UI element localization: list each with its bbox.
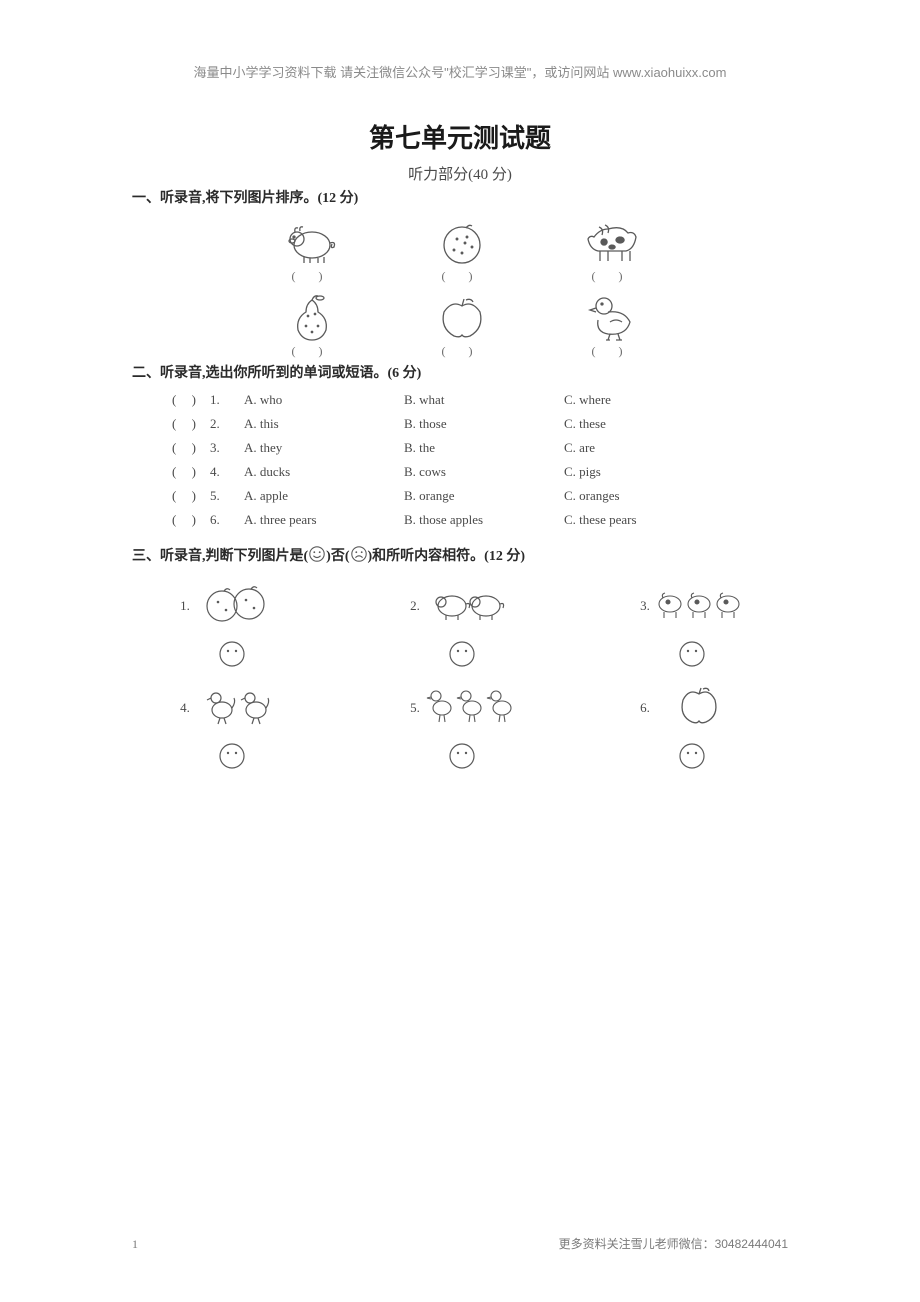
section-3: 三、听录音,判断下列图片是( )否( )和所听内容相符。(12 分) 1. 2. 3. 4… <box>132 545 812 776</box>
item-number: 3. <box>640 598 650 614</box>
answer-paren: ( ) <box>132 392 210 408</box>
option-a: A. who <box>244 392 404 408</box>
answer-paren: ( ) <box>132 488 210 504</box>
question-row: ( )1.A. whoB. whatC. where <box>132 392 792 408</box>
question-row: ( )4.A. ducksB. cowsC. pigs <box>132 464 792 480</box>
answer-face-icon <box>677 639 707 674</box>
option-c: C. oranges <box>564 488 724 504</box>
option-a: A. they <box>244 440 404 456</box>
blank-paren: ( ) <box>442 344 483 359</box>
s3-item: 2. <box>392 582 532 674</box>
question-number: 6. <box>210 512 244 528</box>
blank-paren: ( ) <box>292 344 333 359</box>
section-3-heading: 三、听录音,判断下列图片是( )否( )和所听内容相符。(12 分) <box>132 545 812 568</box>
answer-face-icon <box>217 639 247 674</box>
oranges-2-icon <box>194 582 284 629</box>
question-row: ( )3.A. theyB. theC. are <box>132 440 792 456</box>
img-cell-pig: ( ) <box>282 217 342 284</box>
question-row: ( )2.A. thisB. thoseC. these <box>132 416 792 432</box>
img-cell-apple: ( ) <box>432 292 492 359</box>
img-cell-cow: ( ) <box>582 217 642 284</box>
question-number: 1. <box>210 392 244 408</box>
s3-item: 5. <box>392 684 532 776</box>
chickens-2-icon <box>194 684 284 731</box>
s3-item: 4. <box>162 684 302 776</box>
option-b: B. the <box>404 440 564 456</box>
smile-face-icon <box>308 545 326 568</box>
answer-face-icon <box>447 741 477 776</box>
item-number: 5. <box>410 700 420 716</box>
section-2: 二、听录音,选出你所听到的单词或短语。(6 分) ( )1.A. whoB. w… <box>132 362 792 528</box>
section-2-heading: 二、听录音,选出你所听到的单词或短语。(6 分) <box>132 362 792 382</box>
answer-face-icon <box>447 639 477 674</box>
option-c: C. where <box>564 392 724 408</box>
cow-icon <box>582 217 642 267</box>
section-1: 一、听录音,将下列图片排序。(12 分) ( ) ( ) ( ) ( ) ( )… <box>132 187 792 359</box>
blank-paren: ( ) <box>592 344 633 359</box>
img-cell-duck: ( ) <box>582 292 642 359</box>
option-c: C. pigs <box>564 464 724 480</box>
img-cell-orange: ( ) <box>432 217 492 284</box>
option-c: C. are <box>564 440 724 456</box>
question-number: 4. <box>210 464 244 480</box>
option-a: A. three pears <box>244 512 404 528</box>
subtitle: 听力部分(40 分) <box>0 163 920 184</box>
section-1-row-2: ( ) ( ) ( ) <box>132 292 792 359</box>
s3-heading-post: )和所听内容相符。(12 分) <box>368 549 526 564</box>
blank-paren: ( ) <box>292 269 333 284</box>
section-3-grid: 1. 2. 3. 4. 5. 6. <box>162 582 812 776</box>
footer-note: 更多资料关注雪儿老师微信：30482444041 <box>559 1235 788 1252</box>
option-b: B. cows <box>404 464 564 480</box>
orange-icon <box>432 217 492 267</box>
option-a: A. apple <box>244 488 404 504</box>
option-c: C. these <box>564 416 724 432</box>
s3-heading-mid: )否( <box>326 549 349 564</box>
option-b: B. those <box>404 416 564 432</box>
answer-face-icon <box>677 741 707 776</box>
option-b: B. orange <box>404 488 564 504</box>
option-a: A. this <box>244 416 404 432</box>
item-number: 6. <box>640 700 650 716</box>
pigs-2-icon <box>424 582 514 629</box>
option-a: A. ducks <box>244 464 404 480</box>
question-number: 5. <box>210 488 244 504</box>
item-number: 1. <box>180 598 190 614</box>
question-row: ( )6.A. three pearsB. those applesC. the… <box>132 512 792 528</box>
blank-paren: ( ) <box>442 269 483 284</box>
duck-icon <box>582 292 642 342</box>
footer-page-number: 1 <box>132 1237 138 1252</box>
section-1-row-1: ( ) ( ) ( ) <box>132 217 792 284</box>
page-title: 第七单元测试题 <box>0 118 920 155</box>
s3-item: 6. <box>622 684 762 776</box>
answer-paren: ( ) <box>132 440 210 456</box>
answer-paren: ( ) <box>132 416 210 432</box>
question-number: 2. <box>210 416 244 432</box>
question-number: 3. <box>210 440 244 456</box>
pear-icon <box>282 292 342 342</box>
option-c: C. these pears <box>564 512 724 528</box>
answer-paren: ( ) <box>132 512 210 528</box>
item-number: 4. <box>180 700 190 716</box>
img-cell-pear: ( ) <box>282 292 342 359</box>
question-row: ( )5.A. appleB. orangeC. oranges <box>132 488 792 504</box>
apple-1-icon <box>654 684 744 731</box>
s3-item: 3. <box>622 582 762 674</box>
apple-icon <box>432 292 492 342</box>
s3-item: 1. <box>162 582 302 674</box>
option-b: B. those apples <box>404 512 564 528</box>
s3-heading-pre: 三、听录音,判断下列图片是( <box>132 549 308 564</box>
answer-paren: ( ) <box>132 464 210 480</box>
section-1-heading: 一、听录音,将下列图片排序。(12 分) <box>132 187 792 207</box>
ducks-3-icon <box>424 684 514 731</box>
header-note: 海量中小学学习资料下载 请关注微信公众号"校汇学习课堂"，或访问网站 www.x… <box>0 62 920 81</box>
cows-3-icon <box>654 582 744 629</box>
sad-face-icon <box>350 545 368 568</box>
item-number: 2. <box>410 598 420 614</box>
option-b: B. what <box>404 392 564 408</box>
answer-face-icon <box>217 741 247 776</box>
pig-icon <box>282 217 342 267</box>
blank-paren: ( ) <box>592 269 633 284</box>
